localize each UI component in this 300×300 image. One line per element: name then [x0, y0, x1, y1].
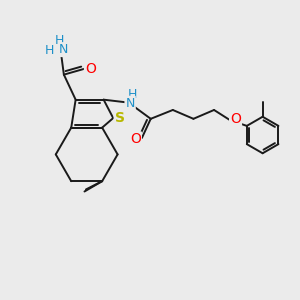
Text: O: O — [85, 62, 96, 76]
Text: H: H — [55, 34, 64, 47]
Text: N: N — [59, 43, 69, 56]
Text: O: O — [230, 112, 241, 126]
Text: H: H — [128, 88, 137, 101]
Text: O: O — [130, 132, 141, 146]
Text: S: S — [115, 111, 125, 125]
Text: N: N — [125, 97, 135, 110]
Text: H: H — [45, 44, 54, 57]
